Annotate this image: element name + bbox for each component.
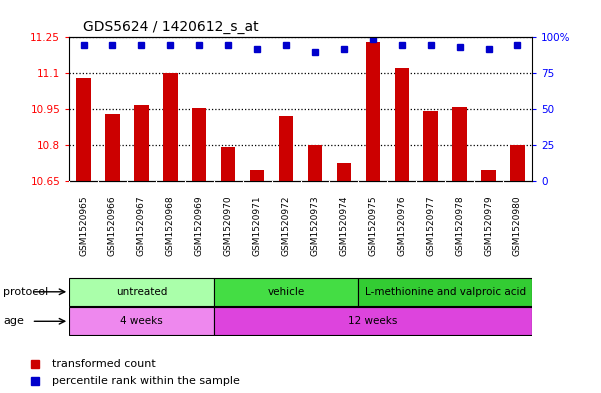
Text: GSM1520970: GSM1520970 [224, 196, 233, 256]
Text: GSM1520965: GSM1520965 [79, 196, 88, 256]
Text: GSM1520971: GSM1520971 [252, 196, 261, 256]
Text: 4 weeks: 4 weeks [120, 316, 163, 326]
Bar [394, 68, 409, 181]
Text: GSM1520969: GSM1520969 [195, 196, 204, 256]
Bar [214, 277, 358, 306]
Text: GSM1520967: GSM1520967 [137, 196, 146, 256]
Text: GSM1520973: GSM1520973 [311, 196, 320, 256]
Bar [424, 112, 438, 181]
Text: GSM1520974: GSM1520974 [340, 196, 349, 256]
Bar [279, 116, 293, 181]
Text: percentile rank within the sample: percentile rank within the sample [52, 376, 240, 386]
Text: age: age [3, 316, 24, 326]
Text: transformed count: transformed count [52, 358, 156, 369]
Bar [221, 147, 236, 181]
Bar [481, 170, 496, 181]
Bar [337, 163, 351, 181]
Text: GSM1520977: GSM1520977 [426, 196, 435, 256]
Bar [365, 42, 380, 181]
Bar [510, 145, 525, 181]
Text: untreated: untreated [116, 287, 167, 297]
Bar [163, 73, 177, 181]
Bar [250, 170, 264, 181]
Bar [134, 105, 148, 181]
Bar [192, 108, 207, 181]
Text: GSM1520978: GSM1520978 [455, 196, 464, 256]
Text: 12 weeks: 12 weeks [348, 316, 397, 326]
Text: GSM1520975: GSM1520975 [368, 196, 377, 256]
Bar [358, 277, 532, 306]
Text: GSM1520976: GSM1520976 [397, 196, 406, 256]
Bar [69, 277, 214, 306]
Bar [453, 107, 467, 181]
Text: protocol: protocol [3, 287, 48, 297]
Bar [69, 307, 214, 335]
Text: GDS5624 / 1420612_s_at: GDS5624 / 1420612_s_at [83, 20, 258, 33]
Text: vehicle: vehicle [267, 287, 305, 297]
Text: GSM1520980: GSM1520980 [513, 196, 522, 256]
Bar [308, 145, 322, 181]
Text: GSM1520968: GSM1520968 [166, 196, 175, 256]
Text: GSM1520979: GSM1520979 [484, 196, 493, 256]
Text: GSM1520966: GSM1520966 [108, 196, 117, 256]
Text: L-methionine and valproic acid: L-methionine and valproic acid [365, 287, 526, 297]
Bar [214, 307, 532, 335]
Text: GSM1520972: GSM1520972 [281, 196, 290, 256]
Bar [105, 114, 120, 181]
Bar [76, 78, 91, 181]
